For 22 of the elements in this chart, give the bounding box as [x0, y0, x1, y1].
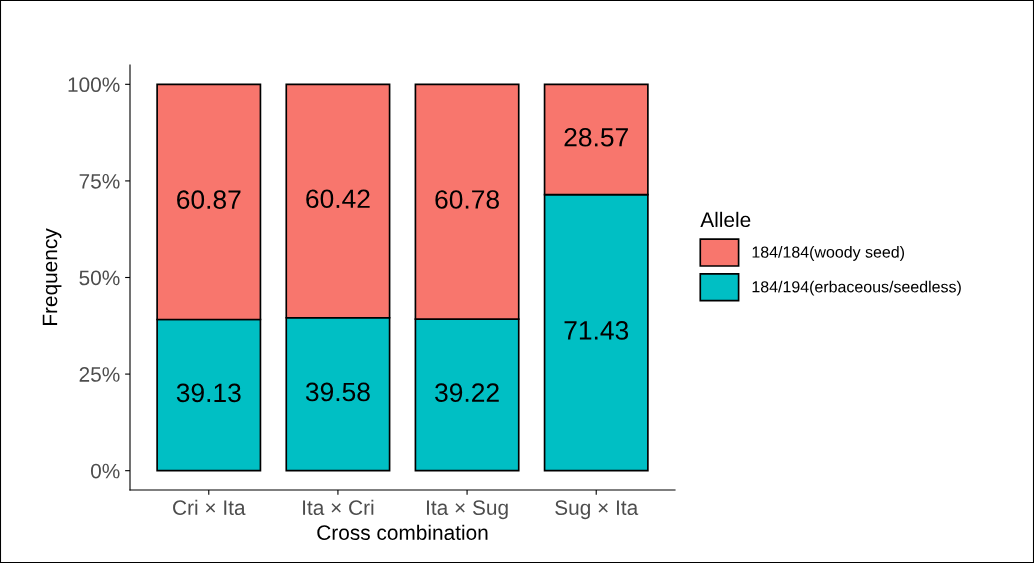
- data-label: 60.42: [306, 189, 370, 209]
- x-tick-label: Cri × Ita: [173, 499, 246, 516]
- data-label: 60.87: [177, 190, 241, 209]
- data-label: 60.78: [435, 190, 499, 209]
- x-tick-label: Sug × Ita: [555, 500, 639, 520]
- data-label: 39.13: [176, 383, 241, 403]
- legend-title: Allele: [700, 211, 751, 228]
- x-tick-label: Ita × Sug: [427, 500, 508, 520]
- x-tick-label: Ita × Cri: [303, 499, 374, 516]
- y-tick-label: 25%: [79, 367, 120, 382]
- y-tick-label: 100%: [68, 77, 120, 93]
- data-label: 39.58: [305, 382, 370, 402]
- y-tick-label: 75%: [79, 174, 120, 189]
- data-label: 71.43: [564, 321, 629, 340]
- y-tick-label: 0%: [90, 463, 120, 479]
- y-tick-label: 50%: [79, 270, 120, 286]
- y-axis-title: Frequency: [42, 228, 62, 325]
- x-axis-title: Cross combination: [317, 524, 488, 540]
- data-label: 28.57: [564, 127, 628, 147]
- data-label: 39.22: [435, 383, 499, 402]
- legend-label: 184/184(woody seed): [752, 246, 905, 261]
- legend-label: 184/194(erbaceous/seedless): [752, 280, 961, 296]
